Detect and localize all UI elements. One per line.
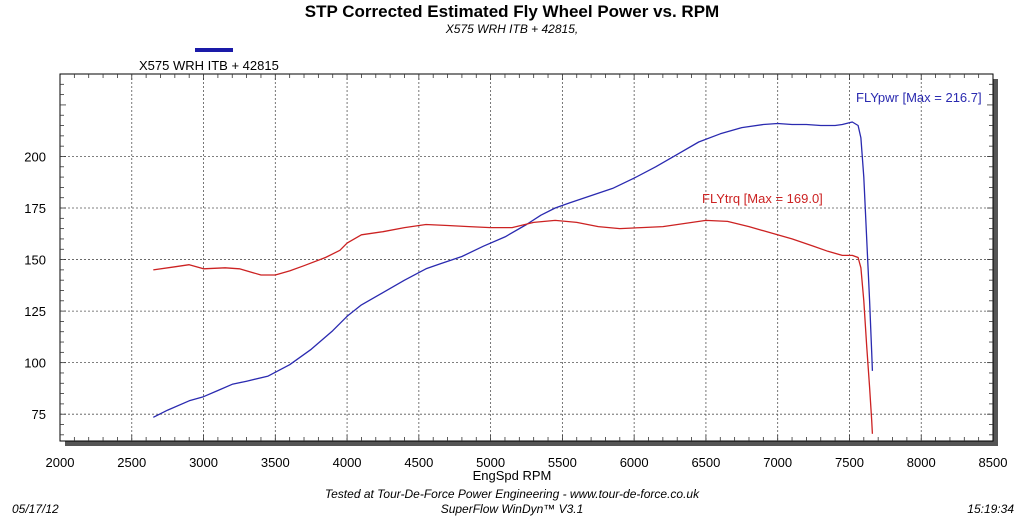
y-tick-label: 150 [24,253,46,268]
x-tick-label: 2000 [46,455,75,470]
y-tick-label: 175 [24,201,46,216]
minor-ticks [60,74,993,441]
x-tick-label: 8000 [907,455,936,470]
series-layer [153,121,874,434]
flytrq-annotation: FLYtrq [Max = 169.0] [702,191,823,206]
x-tick-label: 4000 [333,455,362,470]
y-tick-label: 200 [24,149,46,164]
x-tick-label: 7500 [835,455,864,470]
x-tick-label: 4500 [404,455,433,470]
x-tick-label: 5500 [548,455,577,470]
footer-software: SuperFlow WinDyn™ V3.1 [441,502,584,516]
x-tick-label: 7000 [763,455,792,470]
x-tick-label: 6000 [620,455,649,470]
legend-label: X575 WRH ITB + 42815 [139,58,279,73]
y-tick-label: 100 [24,356,46,371]
y-tick-label: 75 [32,407,46,422]
flypwr-annotation: FLYpwr [Max = 216.7] [856,90,982,105]
x-tick-label: 2500 [117,455,146,470]
y-axis: 75 100 125 150 175 200 [24,149,46,422]
x-tick-label: 3500 [261,455,290,470]
grid [60,74,993,441]
series-line-flypwr [153,121,874,418]
footer-date: 05/17/12 [12,502,59,516]
chart-subtitle: X575 WRH ITB + 42815, [445,22,578,36]
plot-shadow-bottom [65,441,998,446]
legend-swatch [195,48,233,52]
x-tick-label: 5000 [476,455,505,470]
x-tick-label: 8500 [979,455,1008,470]
chart-title: STP Corrected Estimated Fly Wheel Power … [305,2,719,21]
footer-tested-at: Tested at Tour-De-Force Power Engineerin… [325,487,700,501]
x-axis-title: EngSpd RPM [473,468,552,483]
x-tick-label: 6500 [691,455,720,470]
y-tick-label: 125 [24,304,46,319]
plot-shadow-right [993,79,998,446]
x-tick-label: 3000 [189,455,218,470]
plot-area [59,73,994,442]
legend: X575 WRH ITB + 42815 [139,48,279,73]
series-line-flytrq [153,219,874,434]
footer-time: 15:19:34 [967,502,1014,516]
x-axis: 2000 2500 3000 3500 4000 4500 5000 5500 6000 6500… [46,455,1008,470]
